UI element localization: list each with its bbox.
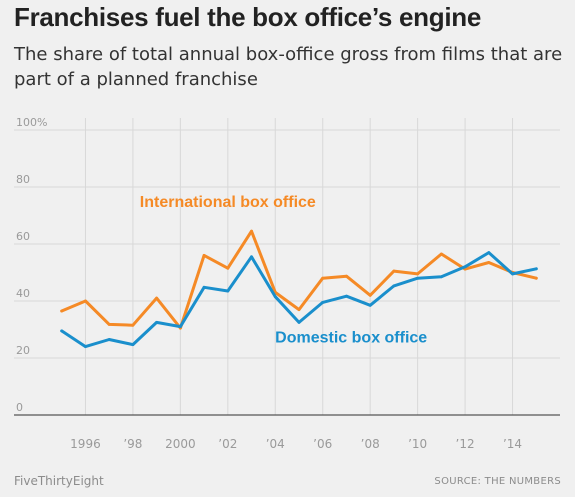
- x-tick-label: ’98: [123, 437, 142, 451]
- y-tick-label: 60: [16, 230, 30, 243]
- x-tick-label: ’08: [361, 437, 380, 451]
- domestic-data-point: [321, 301, 325, 304]
- international-data-point: [439, 252, 443, 256]
- x-tick-label: 1996: [70, 437, 101, 451]
- international-data-point: [416, 272, 420, 276]
- domestic-data-point: [297, 320, 301, 324]
- y-tick-label: 80: [16, 173, 30, 186]
- international-data-point: [202, 254, 206, 257]
- domestic-data-point: [60, 329, 64, 333]
- domestic-data-point: [131, 343, 135, 347]
- source-label: SOURCE: THE NUMBERS: [434, 476, 561, 487]
- domestic-data-point: [463, 265, 467, 269]
- x-tick-label: ’12: [456, 437, 475, 451]
- international-data-point: [60, 309, 64, 313]
- y-tick-label: 0: [16, 401, 23, 414]
- domestic-data-point: [84, 345, 87, 348]
- domestic-data-point: [511, 272, 514, 276]
- brand-label: FiveThirtyEight: [14, 474, 104, 488]
- international-data-point: [345, 274, 348, 278]
- domestic-data-point: [273, 295, 277, 299]
- international-data-point: [392, 269, 396, 273]
- domestic-data-point: [107, 338, 111, 341]
- domestic-data-point: [155, 320, 159, 324]
- y-tick-label: 40: [16, 287, 30, 300]
- x-tick-label: 2000: [165, 437, 196, 451]
- x-tick-label: ’10: [408, 437, 427, 451]
- domestic-data-point: [202, 285, 206, 289]
- chart-subtitle: The share of total annual box-office gro…: [14, 44, 563, 90]
- international-data-point: [226, 266, 230, 270]
- international-data-point: [250, 229, 253, 233]
- international-data-point: [155, 296, 159, 300]
- international-data-point: [297, 308, 301, 311]
- international-series-label: International box office: [140, 194, 316, 211]
- domestic-data-point: [368, 303, 372, 307]
- domestic-data-point: [534, 267, 538, 271]
- domestic-data-point: [439, 275, 443, 279]
- chart-title: Franchises fuel the box office’s engine: [14, 2, 482, 32]
- x-tick-label: ’06: [313, 437, 332, 451]
- international-data-point: [368, 293, 372, 297]
- domestic-data-point: [250, 255, 253, 259]
- x-tick-label: ’02: [218, 437, 237, 451]
- international-data-point: [131, 323, 135, 327]
- y-tick-label: 20: [16, 344, 30, 357]
- domestic-data-point: [392, 284, 396, 288]
- domestic-data-point: [178, 325, 182, 329]
- domestic-series-label: Domestic box office: [275, 329, 427, 346]
- domestic-data-point: [226, 289, 230, 293]
- international-data-point: [487, 261, 491, 264]
- domestic-data-point: [487, 251, 491, 254]
- international-data-point: [107, 322, 111, 326]
- x-tick-label: ’14: [503, 437, 522, 451]
- international-data-point: [534, 276, 538, 280]
- x-tick-label: ’04: [266, 437, 285, 451]
- y-tick-label: 100%: [16, 116, 47, 129]
- domestic-data-point: [345, 294, 348, 298]
- domestic-data-point: [416, 276, 420, 280]
- international-data-point: [321, 276, 325, 280]
- international-data-point: [84, 299, 87, 303]
